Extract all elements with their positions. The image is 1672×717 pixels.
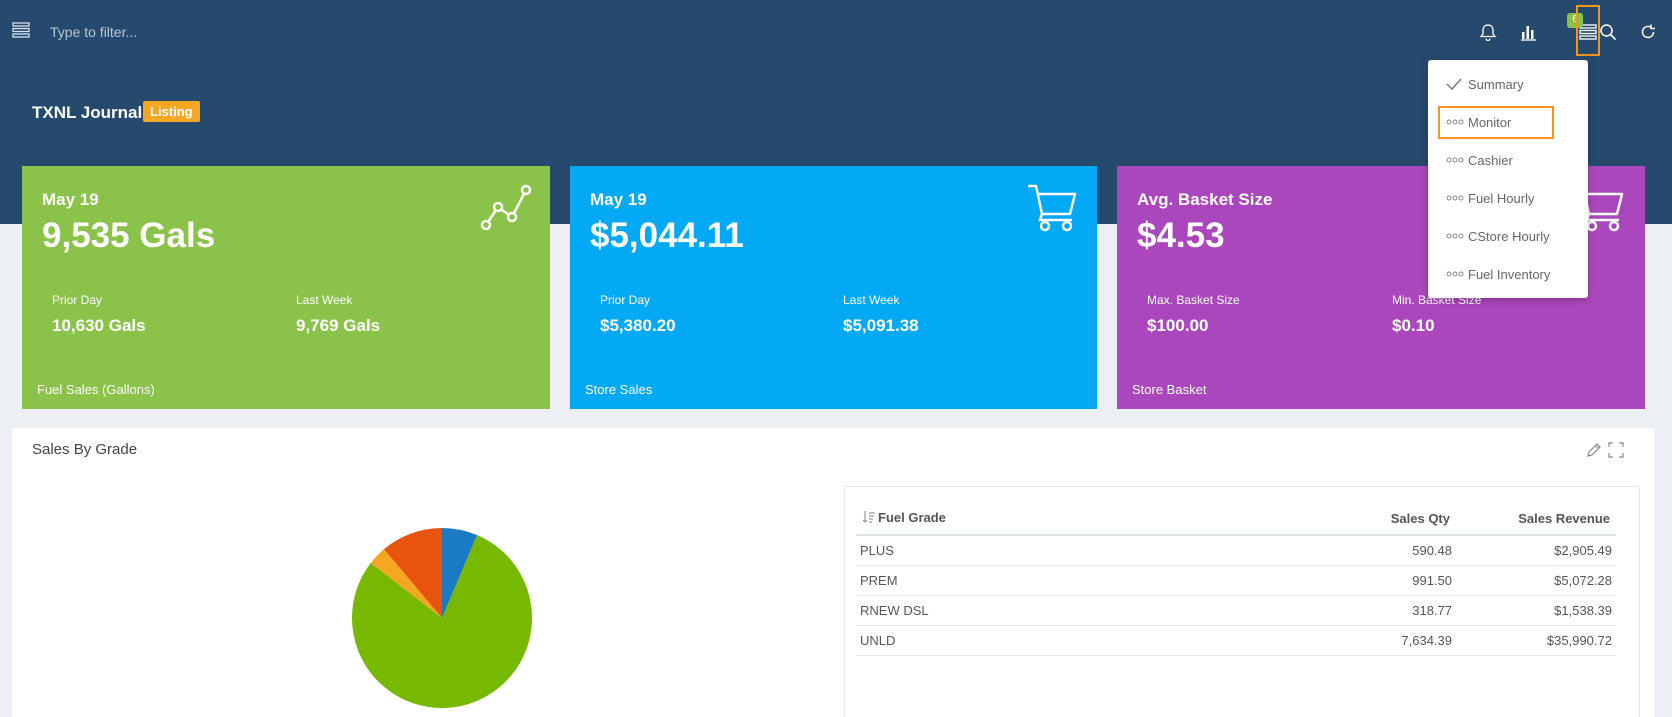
prior-day-value: $5,380.20 <box>600 316 676 335</box>
menu-item-cashier[interactable]: Cashier <box>1428 146 1588 174</box>
min-basket-value: $0.10 <box>1392 316 1435 335</box>
card-main-value: 9,535 Gals <box>42 216 216 255</box>
sales-by-grade-panel: Sales By Grade Fuel Grade Sales Qty Sale… <box>12 428 1654 717</box>
menu-item-cstore-hourly[interactable]: CStore Hourly <box>1428 222 1588 250</box>
dots-icon <box>1428 233 1468 239</box>
bar-chart-icon[interactable] <box>1516 20 1540 44</box>
fuel-grade-cell: PREM <box>856 565 1201 596</box>
page-title: TXNL Journal <box>32 103 143 122</box>
fuel-grade-cell: PLUS <box>856 535 1201 566</box>
cart-icon <box>1026 180 1078 237</box>
edit-icon[interactable] <box>1586 442 1602 463</box>
last-week-label: Last Week <box>296 293 353 307</box>
last-week-value: 9,769 Gals <box>296 316 381 335</box>
last-week-label: Last Week <box>843 293 900 307</box>
table-row[interactable]: RNEW DSL 318.77 $1,538.39 <box>856 595 1616 626</box>
dots-icon <box>1428 157 1468 163</box>
fuel-sales-card: May 19 9,535 Gals Prior Day 10,630 Gals … <box>22 166 550 409</box>
sales-revenue-cell: $5,072.28 <box>1456 565 1616 596</box>
sales-qty-cell: 318.77 <box>1200 595 1456 626</box>
sort-icon[interactable] <box>862 510 876 527</box>
fuel-grade-cell: RNEW DSL <box>856 595 1201 626</box>
dots-icon <box>1428 119 1468 125</box>
menu-icon[interactable] <box>12 22 32 42</box>
check-icon <box>1428 78 1468 90</box>
prior-day-value: 10,630 Gals <box>52 316 146 335</box>
top-bar: 6 <box>0 0 1672 64</box>
pie-slice-unld[interactable] <box>352 535 532 708</box>
sales-qty-cell: 590.48 <box>1200 535 1456 566</box>
card-main-value: $4.53 <box>1137 216 1225 255</box>
listing-badge: Listing <box>143 101 200 122</box>
card-date: May 19 <box>42 190 99 209</box>
dots-icon <box>1428 195 1468 201</box>
fuel-grade-cell: UNLD <box>856 625 1201 656</box>
card-footer: Store Basket <box>1132 382 1207 397</box>
dots-icon <box>1428 271 1468 277</box>
view-dropdown-menu: Summary Monitor Cashier Fuel Hourly CSto… <box>1428 60 1588 298</box>
pie-slice-plus[interactable] <box>442 528 478 618</box>
refresh-icon[interactable] <box>1636 20 1660 44</box>
max-basket-value: $100.00 <box>1147 316 1209 335</box>
sales-revenue-cell: $1,538.39 <box>1456 595 1616 626</box>
menu-item-fuel-inventory[interactable]: Fuel Inventory <box>1428 260 1588 288</box>
menu-item-label: Summary <box>1468 76 1524 92</box>
menu-item-label: CStore Hourly <box>1468 228 1550 244</box>
sales-qty-header[interactable]: Sales Qty <box>1200 503 1456 536</box>
card-main-value: $5,044.11 <box>590 216 744 255</box>
notification-count-badge: 6 <box>1567 13 1583 28</box>
fuel-grade-header[interactable]: Fuel Grade <box>856 503 1201 536</box>
menu-item-label: Fuel Inventory <box>1468 266 1551 282</box>
store-sales-card: May 19 $5,044.11 Prior Day $5,380.20 Las… <box>570 166 1097 409</box>
pie-slice-prem[interactable] <box>383 528 442 618</box>
card-date: May 19 <box>590 190 647 209</box>
card-footer: Fuel Sales (Gallons) <box>37 382 155 397</box>
menu-item-fuel-hourly[interactable]: Fuel Hourly <box>1428 184 1588 212</box>
sales-revenue-cell: $2,905.49 <box>1456 535 1616 566</box>
sales-pie-chart <box>352 528 532 708</box>
card-heading: Avg. Basket Size <box>1137 190 1273 209</box>
prior-day-label: Prior Day <box>600 293 651 307</box>
table-row[interactable]: PREM 991.50 $5,072.28 <box>856 565 1616 596</box>
table-row[interactable]: UNLD 7,634.39 $35,990.72 <box>856 625 1616 656</box>
bell-icon[interactable] <box>1476 20 1500 44</box>
menu-item-monitor[interactable]: Monitor <box>1428 108 1588 136</box>
menu-item-summary[interactable]: Summary <box>1428 70 1588 98</box>
sales-table: Fuel Grade Sales Qty Sales Revenue PLUS … <box>856 503 1616 656</box>
menu-item-label: Monitor <box>1468 114 1512 130</box>
last-week-value: $5,091.38 <box>843 316 919 335</box>
table-header-row: Fuel Grade Sales Qty Sales Revenue <box>856 503 1616 536</box>
sales-qty-cell: 991.50 <box>1200 565 1456 596</box>
card-footer: Store Sales <box>585 382 653 397</box>
search-icon[interactable] <box>1596 20 1620 44</box>
filter-input[interactable] <box>50 20 550 44</box>
table-row[interactable]: PLUS 590.48 $2,905.49 <box>856 535 1616 566</box>
sales-revenue-header[interactable]: Sales Revenue <box>1456 503 1616 536</box>
expand-icon[interactable] <box>1608 442 1624 463</box>
menu-item-label: Cashier <box>1468 152 1513 168</box>
pie-slice-rnew-dsl[interactable] <box>370 549 442 618</box>
sales-table-container: Fuel Grade Sales Qty Sales Revenue PLUS … <box>844 486 1640 717</box>
prior-day-label: Prior Day <box>52 293 103 307</box>
max-basket-label: Max. Basket Size <box>1147 293 1240 307</box>
sales-revenue-cell: $35,990.72 <box>1456 625 1616 656</box>
line-chart-icon <box>478 180 534 241</box>
sales-qty-cell: 7,634.39 <box>1200 625 1456 656</box>
menu-item-label: Fuel Hourly <box>1468 190 1535 206</box>
panel-title: Sales By Grade <box>32 441 138 458</box>
